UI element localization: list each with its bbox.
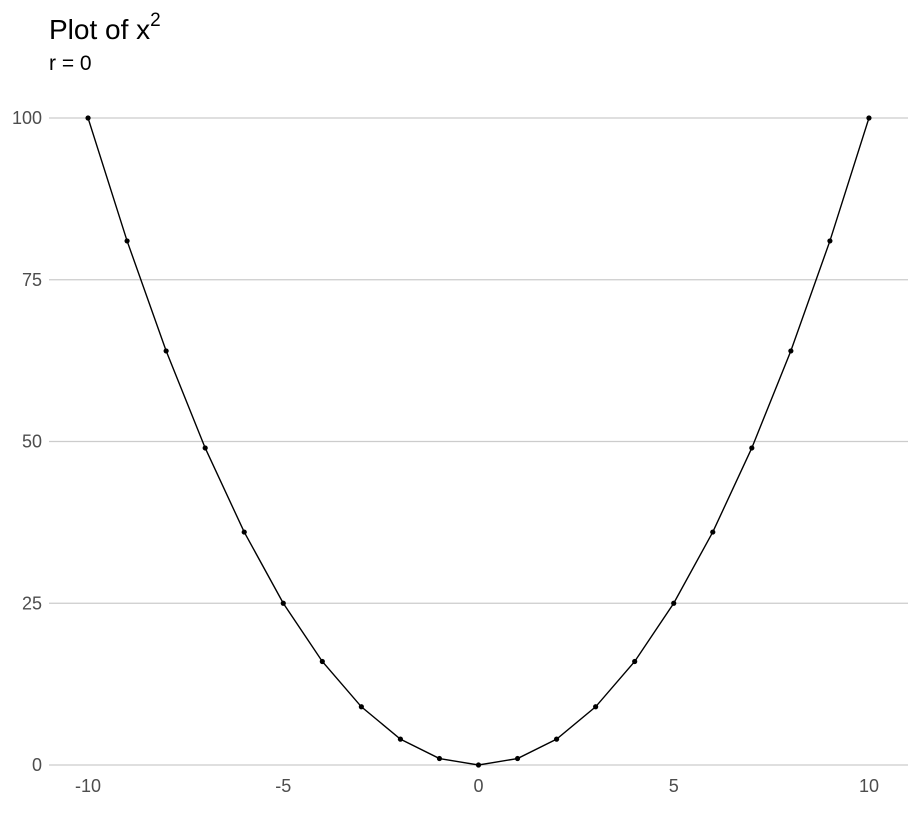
x-tick-label: -10 (75, 776, 101, 796)
data-point (436, 755, 443, 762)
data-point (632, 658, 638, 665)
data-point (749, 445, 755, 451)
data-points (85, 115, 872, 768)
y-tick-label: 25 (22, 593, 42, 613)
data-point (397, 736, 404, 742)
data-point (241, 529, 247, 535)
data-point (85, 115, 91, 121)
x-axis-ticks: -10 -5 0 5 10 (75, 776, 879, 796)
data-point (866, 115, 872, 121)
data-point (202, 445, 208, 451)
data-point (475, 762, 482, 768)
data-point (710, 529, 716, 535)
y-axis-ticks: 0 25 50 75 100 (12, 108, 42, 775)
chart-title-text: Plot of x (49, 14, 151, 45)
data-point (827, 238, 833, 244)
data-point (280, 600, 286, 606)
x-tick-label: 5 (669, 776, 679, 796)
data-point (553, 736, 560, 742)
y-tick-label: 50 (22, 432, 42, 452)
y-tick-label: 75 (22, 270, 42, 290)
data-point (788, 348, 794, 354)
chart-subtitle: r = 0 (49, 52, 92, 75)
data-point (358, 704, 364, 710)
chart-title-superscript: 2 (150, 10, 161, 31)
y-tick-label: 100 (12, 108, 42, 128)
data-point (163, 348, 169, 354)
data-point (593, 704, 599, 710)
x-tick-label: 0 (473, 776, 483, 796)
data-point (124, 238, 130, 244)
data-point (671, 600, 677, 606)
x-tick-label: 10 (859, 776, 879, 796)
data-point (514, 755, 521, 762)
grid-lines (49, 117, 908, 766)
data-point (319, 658, 325, 665)
chart-title: Plot of x2 (49, 8, 161, 52)
y-tick-label: 0 (32, 755, 42, 775)
x-tick-label: -5 (275, 776, 291, 796)
chart-header: Plot of x2 r = 0 (49, 8, 161, 76)
